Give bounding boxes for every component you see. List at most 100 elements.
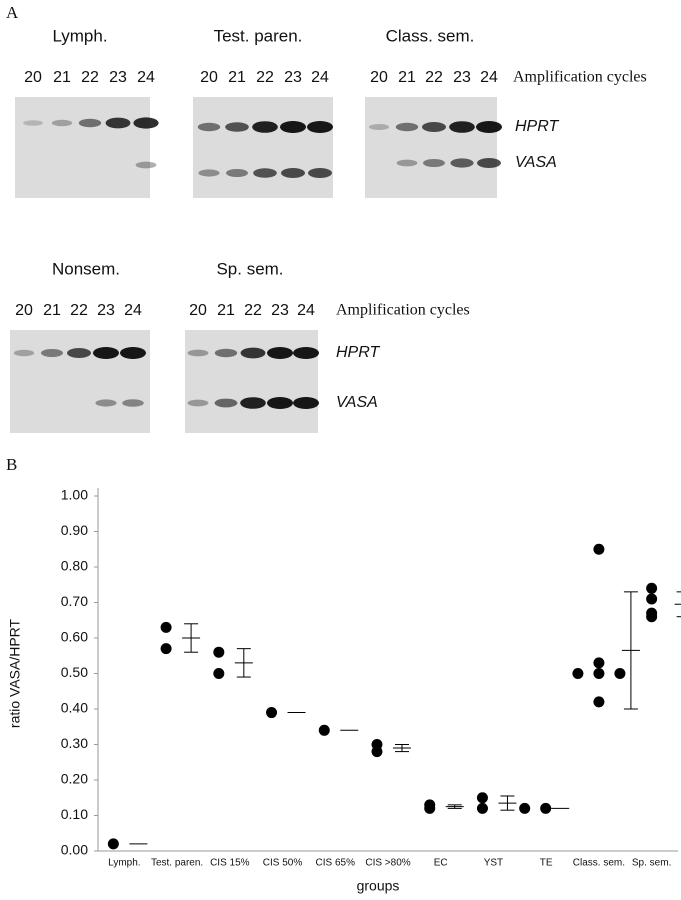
lane-label: 21 — [43, 302, 61, 319]
data-point — [213, 668, 225, 679]
x-tick-label: CIS >80% — [365, 858, 410, 869]
data-point — [213, 646, 225, 658]
gel-band — [307, 121, 333, 133]
gel-band — [450, 158, 474, 168]
data-point — [593, 668, 605, 679]
gel-band — [67, 348, 91, 358]
x-tick-label: Lymph. — [108, 858, 140, 869]
gel-band — [252, 121, 278, 133]
data-point — [646, 611, 658, 623]
data-point — [593, 543, 605, 555]
lane-label: 21 — [217, 302, 235, 319]
gel-band — [133, 117, 159, 129]
data-point — [519, 802, 531, 814]
data-point — [266, 707, 278, 719]
gel-band — [369, 124, 389, 130]
y-tick-label: 0.10 — [61, 806, 88, 822]
data-point — [646, 593, 658, 605]
gel-title: Lymph. — [52, 26, 107, 45]
gel-band — [41, 349, 63, 357]
lane-label: 23 — [271, 302, 289, 319]
lane-label: 23 — [109, 69, 127, 86]
data-point — [476, 802, 488, 814]
gel-band — [395, 122, 419, 132]
lane-label: 22 — [425, 69, 443, 86]
lane-label: 24 — [124, 302, 142, 319]
gel-band — [225, 122, 249, 132]
x-tick-label: Class. sem. — [573, 858, 625, 869]
gel-band — [187, 399, 209, 407]
panel-label: B — [6, 455, 17, 474]
gel-band — [308, 168, 332, 178]
lane-label: 22 — [81, 69, 99, 86]
gel-band — [135, 161, 157, 169]
y-tick-label: 0.90 — [61, 522, 88, 538]
gel-title: Test. paren. — [214, 26, 303, 45]
gel-band — [396, 159, 418, 167]
data-point — [593, 657, 605, 669]
gel-band — [214, 398, 238, 408]
data-point — [160, 621, 172, 633]
gene-label: VASA — [515, 154, 557, 171]
lane-label: 24 — [137, 69, 155, 86]
gel-band — [93, 347, 119, 359]
y-tick-label: 0.80 — [61, 558, 88, 574]
data-point — [572, 668, 584, 679]
lane-label: 23 — [284, 69, 302, 86]
y-tick-label: 0.30 — [61, 735, 88, 751]
x-tick-label: CIS 15% — [210, 858, 250, 869]
gel-band — [422, 122, 446, 132]
lane-label: 21 — [228, 69, 246, 86]
gel-band — [267, 347, 293, 359]
gel-band — [197, 122, 221, 132]
amplification-note: Amplification cycles — [336, 302, 470, 319]
gel-image — [365, 97, 497, 198]
gene-label: HPRT — [336, 344, 380, 361]
gel-image — [193, 97, 333, 198]
x-tick-label: CIS 50% — [263, 858, 303, 869]
gel-band — [78, 118, 102, 128]
x-tick-label: Test. paren. — [151, 858, 203, 869]
gel-band — [95, 399, 117, 407]
lane-label: 23 — [453, 69, 471, 86]
lane-label: 21 — [398, 69, 416, 86]
lane-label: 20 — [200, 69, 218, 86]
gel-title: Sp. sem. — [216, 259, 283, 278]
y-axis-title: ratio VASA/HPRT — [7, 618, 23, 728]
gel-image — [10, 330, 150, 433]
gel-band — [477, 158, 501, 168]
gel-band — [240, 397, 266, 409]
gel-band — [120, 347, 146, 359]
gel-band — [51, 119, 73, 127]
gel-image — [15, 97, 150, 198]
data-point — [160, 643, 172, 655]
data-point — [614, 668, 626, 679]
lane-label: 23 — [97, 302, 115, 319]
data-point — [424, 802, 436, 814]
y-tick-label: 0.50 — [61, 664, 88, 680]
lane-label: 24 — [311, 69, 329, 86]
x-tick-label: TE — [540, 858, 553, 869]
data-point — [107, 838, 119, 850]
x-axis-title: groups — [357, 878, 400, 894]
gel-band — [226, 169, 248, 177]
y-tick-label: 0.60 — [61, 629, 88, 645]
gel-band — [449, 121, 475, 133]
y-tick-label: 1.00 — [61, 487, 88, 503]
data-point — [646, 582, 658, 594]
lane-label: 24 — [297, 302, 315, 319]
gel-band — [293, 347, 319, 359]
lane-label: 21 — [53, 69, 71, 86]
gel-band — [253, 168, 277, 178]
lane-label: 20 — [15, 302, 33, 319]
gel-band — [281, 168, 305, 178]
amplification-note: Amplification cycles — [513, 69, 647, 86]
y-tick-label: 0.00 — [61, 842, 88, 858]
gel-title: Class. sem. — [386, 26, 475, 45]
y-tick-label: 0.70 — [61, 593, 88, 609]
x-tick-label: EC — [434, 858, 448, 869]
lane-label: 20 — [370, 69, 388, 86]
x-tick-label: YST — [484, 858, 503, 869]
gel-band — [23, 120, 43, 126]
